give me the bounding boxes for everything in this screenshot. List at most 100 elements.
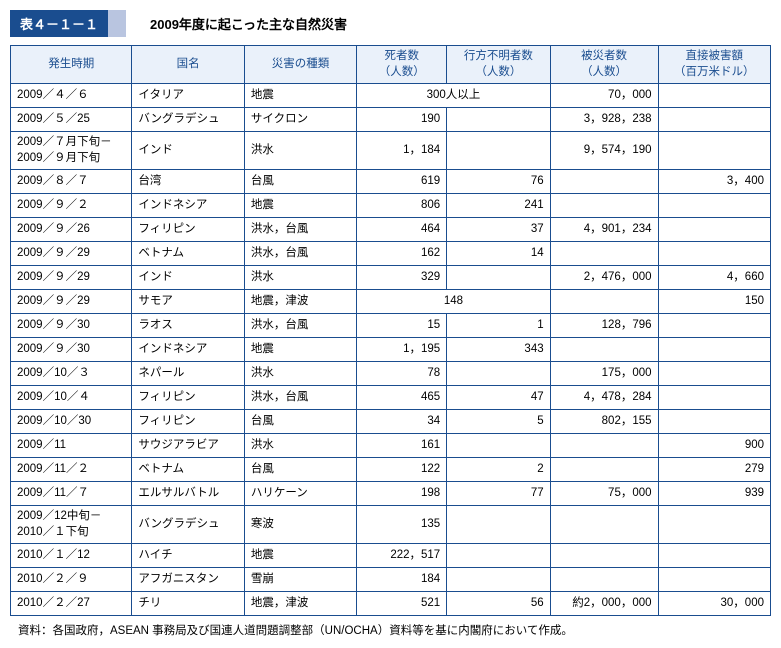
cell-type: 洪水 xyxy=(244,132,356,170)
cell-country: フィリピン xyxy=(132,218,244,242)
cell-affected xyxy=(550,458,658,482)
cell-missing: 241 xyxy=(447,194,550,218)
cell-type: 地震 xyxy=(244,194,356,218)
cell-damage xyxy=(658,386,770,410)
table-title: 2009年度に起こった主な自然災害 xyxy=(126,10,347,37)
cell-type: 洪水，台風 xyxy=(244,314,356,338)
cell-damage xyxy=(658,544,770,568)
header-missing: 行方不明者数（人数） xyxy=(447,46,550,84)
cell-type: 寒波 xyxy=(244,506,356,544)
cell-affected xyxy=(550,434,658,458)
cell-affected xyxy=(550,338,658,362)
cell-damage: 279 xyxy=(658,458,770,482)
cell-deaths: 1，195 xyxy=(357,338,447,362)
cell-period: 2009／11 xyxy=(11,434,132,458)
cell-damage xyxy=(658,362,770,386)
cell-period: 2009／11／７ xyxy=(11,482,132,506)
cell-affected: 70，000 xyxy=(550,84,658,108)
table-row: 2009／10／４フィリピン洪水，台風465474，478，284 xyxy=(11,386,771,410)
source-footnote: 資料：各国政府，ASEAN 事務局及び国連人道問題調整部（UN/OCHA）資料等… xyxy=(10,622,771,638)
cell-deaths: 222，517 xyxy=(357,544,447,568)
cell-period: 2009／９／30 xyxy=(11,338,132,362)
chevron-decoration xyxy=(108,10,126,37)
cell-missing: 5 xyxy=(447,410,550,434)
cell-deaths: 198 xyxy=(357,482,447,506)
cell-damage xyxy=(658,218,770,242)
table-row: 2009／５／25バングラデシュサイクロン1903，928，238 xyxy=(11,108,771,132)
cell-country: インド xyxy=(132,132,244,170)
cell-damage xyxy=(658,568,770,592)
cell-type: サイクロン xyxy=(244,108,356,132)
cell-affected: 9，574，190 xyxy=(550,132,658,170)
cell-period: 2010／２／27 xyxy=(11,592,132,616)
cell-period: 2009／９／30 xyxy=(11,314,132,338)
cell-affected: 128，796 xyxy=(550,314,658,338)
cell-damage xyxy=(658,84,770,108)
cell-country: チリ xyxy=(132,592,244,616)
cell-country: サウジアラビア xyxy=(132,434,244,458)
cell-missing xyxy=(447,266,550,290)
cell-country: エルサルバトル xyxy=(132,482,244,506)
table-row: 2009／９／29インド洪水3292，476，0004，660 xyxy=(11,266,771,290)
table-row: 2010／２／27チリ地震，津波52156約2，000，00030，000 xyxy=(11,592,771,616)
cell-country: 台湾 xyxy=(132,170,244,194)
table-number-badge: 表４－１－１ xyxy=(10,10,108,37)
cell-deaths: 162 xyxy=(357,242,447,266)
cell-type: 洪水 xyxy=(244,434,356,458)
cell-type: 台風 xyxy=(244,410,356,434)
cell-damage: 4，660 xyxy=(658,266,770,290)
table-row: 2009／11／２ベトナム台風1222279 xyxy=(11,458,771,482)
table-body: 2009／４／６イタリア地震300人以上70，0002009／５／25バングラデ… xyxy=(11,84,771,616)
cell-affected xyxy=(550,506,658,544)
table-row: 2009／11サウジアラビア洪水161900 xyxy=(11,434,771,458)
cell-damage xyxy=(658,506,770,544)
cell-missing: 77 xyxy=(447,482,550,506)
table-row: 2010／１／12ハイチ地震222，517 xyxy=(11,544,771,568)
cell-period: 2010／１／12 xyxy=(11,544,132,568)
cell-deaths: 15 xyxy=(357,314,447,338)
cell-period: 2009／９／29 xyxy=(11,290,132,314)
cell-deaths: 161 xyxy=(357,434,447,458)
header-deaths: 死者数（人数） xyxy=(357,46,447,84)
cell-deaths: 521 xyxy=(357,592,447,616)
disaster-table: 発生時期 国名 災害の種類 死者数（人数） 行方不明者数（人数） 被災者数（人数… xyxy=(10,45,771,616)
cell-deaths: 122 xyxy=(357,458,447,482)
cell-country: インドネシア xyxy=(132,194,244,218)
cell-deaths: 464 xyxy=(357,218,447,242)
cell-period: 2009／12中旬－2010／１下旬 xyxy=(11,506,132,544)
cell-affected xyxy=(550,568,658,592)
cell-deaths-missing-merged: 148 xyxy=(357,290,550,314)
cell-type: 地震 xyxy=(244,84,356,108)
cell-period: 2009／８／７ xyxy=(11,170,132,194)
table-row: 2009／９／26フィリピン洪水，台風464374，901，234 xyxy=(11,218,771,242)
cell-country: ベトナム xyxy=(132,242,244,266)
cell-deaths: 806 xyxy=(357,194,447,218)
cell-affected: 約2，000，000 xyxy=(550,592,658,616)
table-header: 発生時期 国名 災害の種類 死者数（人数） 行方不明者数（人数） 被災者数（人数… xyxy=(11,46,771,84)
cell-country: インド xyxy=(132,266,244,290)
cell-affected: 4，478，284 xyxy=(550,386,658,410)
table-row: 2009／９／29ベトナム洪水，台風16214 xyxy=(11,242,771,266)
cell-country: インドネシア xyxy=(132,338,244,362)
table-row: 2009／12中旬－2010／１下旬バングラデシュ寒波135 xyxy=(11,506,771,544)
cell-deaths: 619 xyxy=(357,170,447,194)
cell-period: 2009／７月下旬－2009／９月下旬 xyxy=(11,132,132,170)
table-row: 2009／７月下旬－2009／９月下旬インド洪水1，184 9，574，190 xyxy=(11,132,771,170)
cell-deaths: 1，184 xyxy=(357,132,447,170)
table-row: 2009／９／30インドネシア地震1，195343 xyxy=(11,338,771,362)
cell-missing xyxy=(447,434,550,458)
cell-country: アフガニスタン xyxy=(132,568,244,592)
cell-damage xyxy=(658,242,770,266)
cell-country: ハイチ xyxy=(132,544,244,568)
cell-missing: 14 xyxy=(447,242,550,266)
table-row: 2010／２／９アフガニスタン雪崩184 xyxy=(11,568,771,592)
header-country: 国名 xyxy=(132,46,244,84)
cell-period: 2009／４／６ xyxy=(11,84,132,108)
cell-type: ハリケーン xyxy=(244,482,356,506)
cell-affected: 4，901，234 xyxy=(550,218,658,242)
cell-period: 2009／10／４ xyxy=(11,386,132,410)
cell-period: 2010／２／９ xyxy=(11,568,132,592)
cell-missing: 47 xyxy=(447,386,550,410)
table-row: 2009／９／２インドネシア地震806241 xyxy=(11,194,771,218)
cell-deaths: 78 xyxy=(357,362,447,386)
